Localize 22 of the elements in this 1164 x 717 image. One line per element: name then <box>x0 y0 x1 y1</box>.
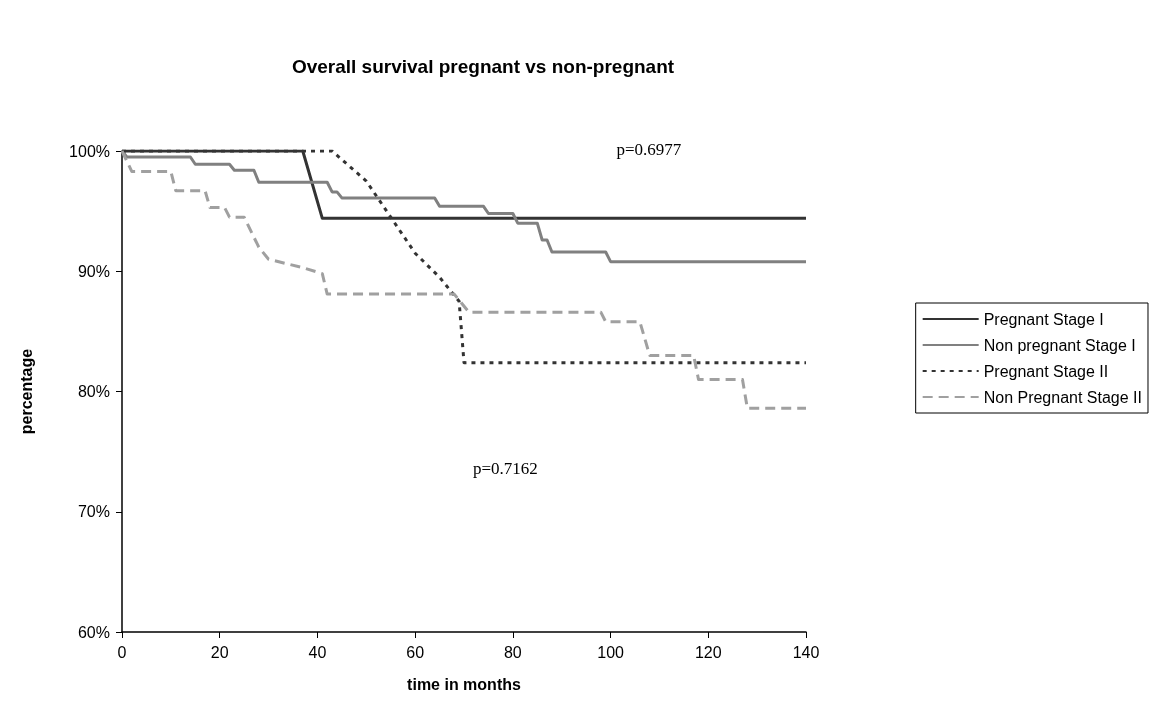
y-tick-label: 60% <box>77 623 110 641</box>
y-tick-label: 70% <box>77 503 110 521</box>
legend-label: Pregnant Stage II <box>983 362 1109 380</box>
legend-label: Pregnant Stage I <box>983 310 1104 328</box>
x-tick-label: 0 <box>117 643 127 661</box>
x-tick-label: 60 <box>406 643 425 661</box>
chart-title: Overall survival pregnant vs non-pregnant <box>291 56 675 77</box>
legend-label: Non pregnant Stage I <box>983 336 1136 354</box>
y-tick-label: 80% <box>77 383 110 400</box>
x-axis-title: time in months <box>407 675 521 693</box>
y-tick-label: 100% <box>69 142 110 160</box>
x-tick-label: 140 <box>792 643 820 661</box>
annotation: p=0.7162 <box>472 458 538 478</box>
y-axis-title: percentage <box>17 348 35 435</box>
y-tick-label: 90% <box>77 262 110 280</box>
x-tick-label: 40 <box>308 643 327 661</box>
x-tick-label: 20 <box>210 643 229 661</box>
legend-label: Non Pregnant Stage II <box>983 388 1142 406</box>
x-tick-label: 80 <box>503 643 522 661</box>
annotation: p=0.6977 <box>616 140 682 159</box>
x-tick-label: 120 <box>694 643 722 661</box>
x-tick-label: 100 <box>597 643 625 661</box>
